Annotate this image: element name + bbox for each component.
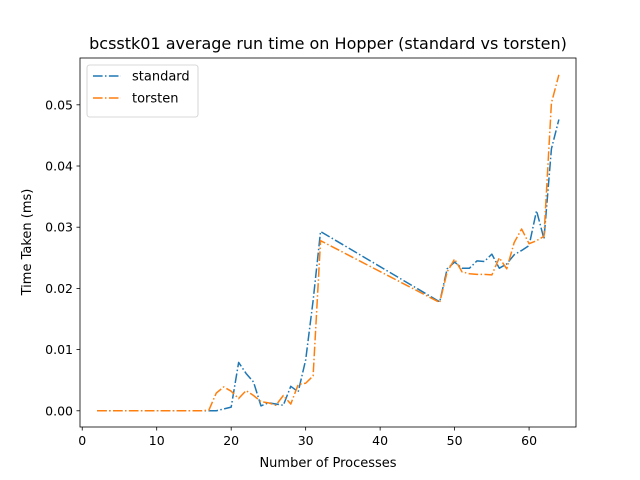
y-tick-label-3: 0.03 xyxy=(45,220,73,235)
y-axis-label: Time Taken (ms) xyxy=(20,189,35,297)
legend-label-torsten: torsten xyxy=(132,92,179,107)
x-tick-label-20: 20 xyxy=(223,433,239,448)
x-axis-label: Number of Processes xyxy=(259,456,396,471)
x-tick-label-30: 30 xyxy=(298,433,314,448)
x-tick-label-60: 60 xyxy=(521,433,537,448)
legend-label-standard: standard xyxy=(132,70,190,85)
x-tick-label-40: 40 xyxy=(372,433,388,448)
x-tick-label-10: 10 xyxy=(149,433,165,448)
x-tick-label-50: 50 xyxy=(447,433,463,448)
x-tick-label-0: 0 xyxy=(78,433,86,448)
y-tick-label-0: 0.00 xyxy=(45,403,73,418)
legend: standard torsten xyxy=(86,64,199,118)
y-tick-label-2: 0.02 xyxy=(45,281,73,296)
y-tick-label-1: 0.01 xyxy=(45,342,73,357)
y-tick-label-5: 0.05 xyxy=(45,97,73,112)
series-line-torsten xyxy=(97,74,560,412)
legend-box xyxy=(86,64,199,118)
plot-area: 0 10 20 30 40 50 60 0.00 0.01 0.02 0.03 0.04 0.05 xyxy=(45,57,577,448)
chart-title: bcsstk01 average run time on Hopper (sta… xyxy=(89,34,567,53)
y-tick-label-4: 0.04 xyxy=(45,159,73,174)
series-line-standard xyxy=(97,119,560,412)
plot-frame xyxy=(79,57,577,428)
